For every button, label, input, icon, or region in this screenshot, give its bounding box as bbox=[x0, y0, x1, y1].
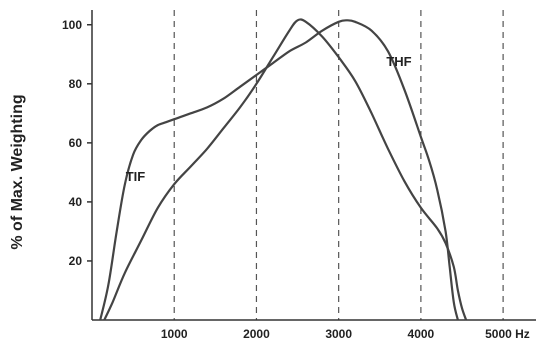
y-tick-label: 20 bbox=[69, 254, 83, 268]
x-tick-label: 3000 bbox=[325, 327, 352, 341]
grid-lines bbox=[173, 10, 504, 320]
annotations: THF TIF bbox=[126, 54, 412, 184]
y-tick-label: 60 bbox=[69, 136, 83, 150]
y-ticks: 20 40 60 80 100 bbox=[62, 18, 92, 268]
x-ticks: 1000 2000 3000 4000 5000 Hz bbox=[161, 327, 530, 341]
y-tick-label: 100 bbox=[62, 18, 82, 32]
x-tick-label: 4000 bbox=[408, 327, 435, 341]
y-axis-label: % of Max. Weighting bbox=[9, 94, 26, 249]
x-tick-label: 5000 Hz bbox=[485, 327, 530, 341]
series-group bbox=[99, 18, 468, 321]
x-tick-label: 2000 bbox=[243, 327, 270, 341]
series-label-tif: TIF bbox=[126, 169, 146, 184]
x-tick-label: 1000 bbox=[161, 327, 188, 341]
series-line-tif bbox=[103, 18, 468, 321]
series-line-thf bbox=[99, 19, 459, 321]
series-label-thf: THF bbox=[386, 54, 411, 69]
y-tick-label: 40 bbox=[69, 195, 83, 209]
y-tick-label: 80 bbox=[69, 77, 83, 91]
